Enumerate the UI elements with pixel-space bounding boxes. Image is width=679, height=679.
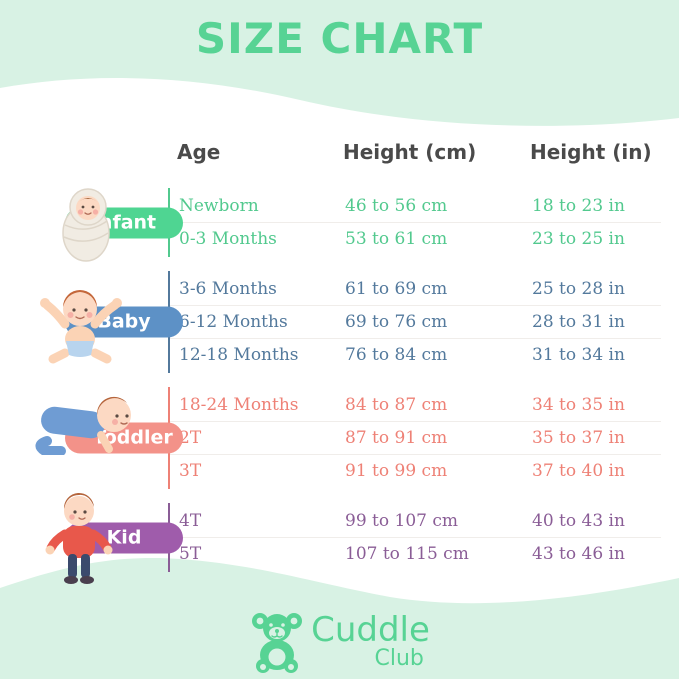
kid-rows: 4T 99 to 107 cm 40 to 43 in 5T 107 to 11… <box>168 503 661 572</box>
height-in-cell: 43 to 46 in <box>532 544 625 564</box>
height-in-cell: 18 to 23 in <box>532 196 625 216</box>
height-in-cell: 25 to 28 in <box>532 279 625 299</box>
toddler-rows: 18-24 Months 84 to 87 cm 34 to 35 in 2T … <box>168 387 661 489</box>
age-cell: 12-18 Months <box>179 345 299 365</box>
height-cm-cell: 53 to 61 cm <box>345 229 448 249</box>
age-cell: 2T <box>179 428 202 448</box>
group-baby: Baby <box>25 271 661 373</box>
height-in-cell: 40 to 43 in <box>532 511 625 531</box>
age-cell: 4T <box>179 511 202 531</box>
baby-rows: 3-6 Months 61 to 69 cm 25 to 28 in 6-12 … <box>168 271 661 373</box>
height-cm-cell: 107 to 115 cm <box>345 544 469 564</box>
age-cell: 6-12 Months <box>179 312 288 332</box>
height-cm-cell: 84 to 87 cm <box>345 395 448 415</box>
group-infant-badge: Infant <box>25 187 183 262</box>
table-row: Newborn 46 to 56 cm 18 to 23 in <box>170 190 661 222</box>
group-toddler-badge: Toddler <box>25 387 183 489</box>
height-cm-cell: 46 to 56 cm <box>345 196 448 216</box>
brand-logo: Cuddle Club <box>0 612 679 674</box>
table-row: 3T 91 to 99 cm 37 to 40 in <box>170 454 661 487</box>
height-cm-cell: 99 to 107 cm <box>345 511 458 531</box>
table-row: 2T 87 to 91 cm 35 to 37 in <box>170 421 661 454</box>
header-height-cm: Height (cm) <box>343 140 477 164</box>
height-in-cell: 37 to 40 in <box>532 461 625 481</box>
baby-illustration <box>40 290 122 364</box>
age-cell: 18-24 Months <box>179 395 299 415</box>
header-age: Age <box>177 140 221 164</box>
height-cm-cell: 91 to 99 cm <box>345 461 448 481</box>
height-in-cell: 35 to 37 in <box>532 428 625 448</box>
table-row: 18-24 Months 84 to 87 cm 34 to 35 in <box>170 389 661 421</box>
group-baby-badge: Baby <box>25 271 183 373</box>
age-cell: 5T <box>179 544 202 564</box>
table-row: 0-3 Months 53 to 61 cm 23 to 25 in <box>170 222 661 255</box>
age-cell: 3-6 Months <box>179 279 277 299</box>
brand-text: Cuddle Club <box>311 612 430 671</box>
header-height-in: Height (in) <box>530 140 652 164</box>
height-cm-cell: 61 to 69 cm <box>345 279 448 299</box>
group-kid: Kid <box>25 492 661 584</box>
height-in-cell: 28 to 31 in <box>532 312 625 332</box>
age-cell: Newborn <box>179 196 259 216</box>
infant-rows: Newborn 46 to 56 cm 18 to 23 in 0-3 Mont… <box>168 188 661 257</box>
group-kid-badge: Kid <box>25 492 183 584</box>
size-table: Age Height (cm) Height (in) Infant <box>25 140 661 586</box>
height-cm-cell: 76 to 84 cm <box>345 345 448 365</box>
height-cm-cell: 69 to 76 cm <box>345 312 448 332</box>
brand-name-top: Cuddle <box>311 610 430 650</box>
teddy-bear-icon <box>252 613 303 673</box>
table-row: 5T 107 to 115 cm 43 to 46 in <box>170 537 661 570</box>
top-wave-decoration <box>0 0 679 126</box>
age-cell: 0-3 Months <box>179 229 277 249</box>
height-in-cell: 31 to 34 in <box>532 345 625 365</box>
table-row: 4T 99 to 107 cm 40 to 43 in <box>170 505 661 537</box>
table-row: 6-12 Months 69 to 76 cm 28 to 31 in <box>170 305 661 338</box>
kid-illustration <box>45 492 113 584</box>
brand-name-bottom: Club <box>374 646 424 671</box>
height-cm-cell: 87 to 91 cm <box>345 428 448 448</box>
height-in-cell: 23 to 25 in <box>532 229 625 249</box>
age-cell: 3T <box>179 461 202 481</box>
table-row: 12-18 Months 76 to 84 cm 31 to 34 in <box>170 338 661 371</box>
toddler-illustration <box>35 396 131 455</box>
group-infant: Infant Newborn 46 <box>25 187 661 262</box>
page-title: SIZE CHART <box>195 14 484 63</box>
table-header-row: Age Height (cm) Height (in) <box>168 140 661 164</box>
height-in-cell: 34 to 35 in <box>532 395 625 415</box>
group-toddler: Toddler 18-24 Months 84 to 87 cm <box>25 387 661 489</box>
table-row: 3-6 Months 61 to 69 cm 25 to 28 in <box>170 273 661 305</box>
infant-illustration <box>62 187 110 262</box>
bottom-wave-decoration <box>0 557 679 679</box>
